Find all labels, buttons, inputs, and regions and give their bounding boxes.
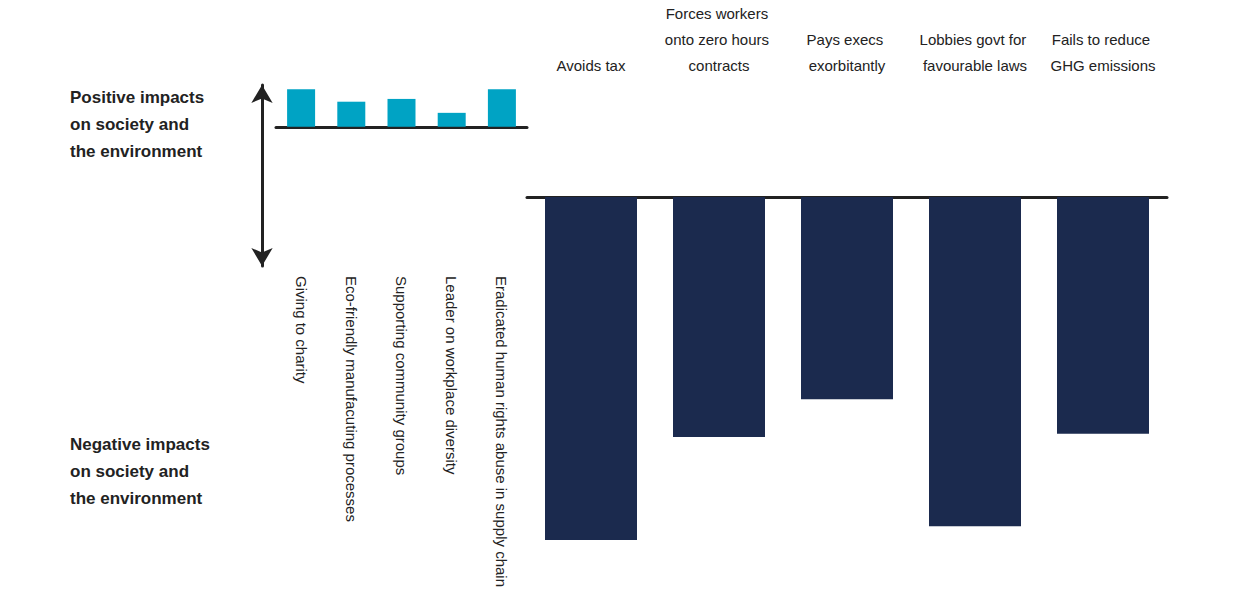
svg-text:Avoids tax: Avoids tax [557,57,626,74]
svg-text:Fails to reduce: Fails to reduce [1052,31,1155,48]
svg-text:favourable laws: favourable laws [923,57,1027,74]
svg-text:Lobbies govt for: Lobbies govt for [920,31,1031,48]
svg-text:Positive impacts: Positive impacts [70,88,209,107]
svg-text:Giving to charity: Giving to charity [293,276,310,384]
svg-text:Leader on workplace diversity: Leader on workplace diversity [443,276,460,475]
svg-text:Forces workers: Forces workers [666,5,773,22]
svg-text:Negative impacts: Negative impacts [70,435,215,454]
svg-text:on society and: on society and [70,115,194,134]
svg-text:exorbitantly: exorbitantly [809,57,886,74]
svg-text:on society and: on society and [70,462,194,481]
svg-text:Eradicated human rights abuse: Eradicated human rights abuse in supply … [493,276,510,587]
svg-text:Pays execs: Pays execs [807,31,888,48]
svg-text:Eco-friendly manufacuting proc: Eco-friendly manufacuting processes [343,276,360,522]
svg-text:GHG emissions: GHG emissions [1050,57,1155,74]
svg-text:contracts: contracts [689,57,750,74]
svg-text:Supporting community groups: Supporting community groups [393,276,410,475]
svg-text:the environment: the environment [70,489,203,508]
svg-text:the environment: the environment [70,142,203,161]
svg-text:onto zero hours: onto zero hours [665,31,773,48]
